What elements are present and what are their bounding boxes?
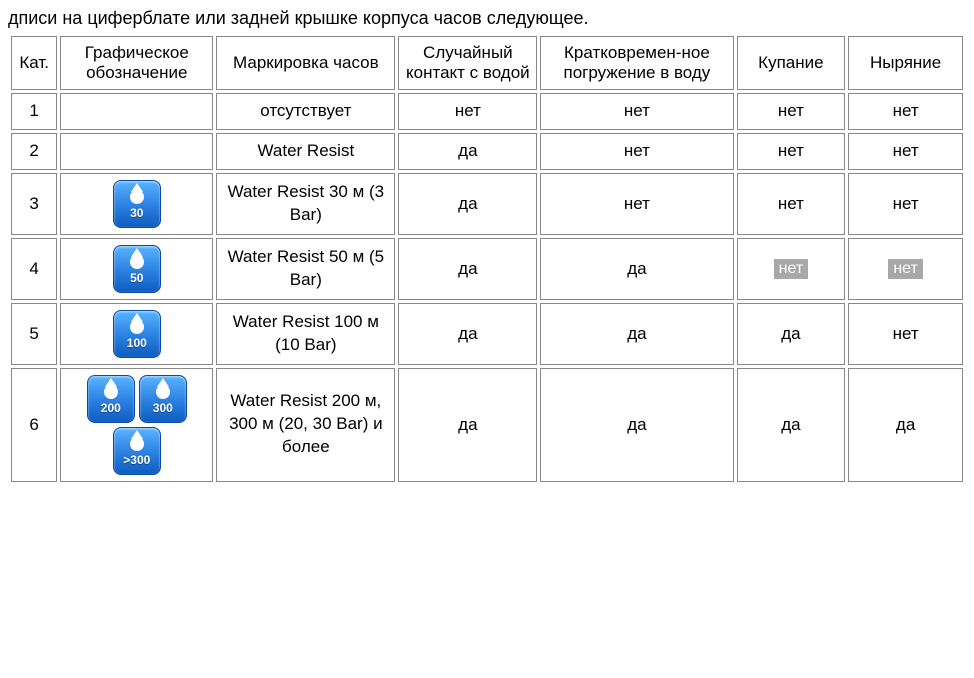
table-row: 6 200 300 >300 Water Resist 200 м, 300 м (20… — [11, 368, 963, 482]
cell-marking: Water Resist — [216, 133, 395, 170]
cell-c2: нет — [540, 173, 733, 235]
cell-category: 2 — [11, 133, 57, 170]
cell-c4: нет — [848, 238, 963, 300]
cell-graphic: 200 300 >300 — [60, 368, 213, 482]
drop-icon — [130, 320, 144, 334]
cell-marking: отсутствует — [216, 93, 395, 130]
cell-c2: нет — [540, 93, 733, 130]
cell-c3: нет — [737, 173, 846, 235]
highlighted-value: нет — [774, 259, 809, 279]
col-header-marking: Маркировка часов — [216, 36, 395, 90]
cell-c3: да — [737, 303, 846, 365]
cell-category: 3 — [11, 173, 57, 235]
table-row: 450Water Resist 50 м (5 Bar)даданетнет — [11, 238, 963, 300]
cell-c1: да — [398, 368, 537, 482]
page-caption: дписи на циферблате или задней крышке ко… — [8, 8, 966, 29]
cell-c1: да — [398, 303, 537, 365]
cell-graphic: 30 — [60, 173, 213, 235]
water-drop-icon: 50 — [113, 245, 161, 293]
col-header-category: Кат. — [11, 36, 57, 90]
cell-c1: да — [398, 238, 537, 300]
cell-c4: нет — [848, 173, 963, 235]
water-drop-icon: 100 — [113, 310, 161, 358]
col-header-diving: Ныряние — [848, 36, 963, 90]
badge-number: 300 — [153, 402, 173, 414]
table-header-row: Кат. Графическое обозначение Маркировка … — [11, 36, 963, 90]
cell-c3: нет — [737, 133, 846, 170]
cell-c4: нет — [848, 93, 963, 130]
water-drop-icon: 30 — [113, 180, 161, 228]
badge-number: 30 — [130, 207, 143, 219]
drop-icon — [130, 437, 144, 451]
table-row: 5100Water Resist 100 м (10 Bar)дададанет — [11, 303, 963, 365]
cell-c3: нет — [737, 238, 846, 300]
cell-category: 4 — [11, 238, 57, 300]
cell-c3: да — [737, 368, 846, 482]
cell-c2: нет — [540, 133, 733, 170]
col-header-swimming: Купание — [737, 36, 846, 90]
cell-graphic: 50 — [60, 238, 213, 300]
col-header-contact: Случайный контакт с водой — [398, 36, 537, 90]
water-resistance-table: Кат. Графическое обозначение Маркировка … — [8, 33, 966, 485]
drop-icon — [130, 190, 144, 204]
cell-marking: Water Resist 200 м, 300 м (20, 30 Bar) и… — [216, 368, 395, 482]
badge-number: 200 — [101, 402, 121, 414]
cell-category: 5 — [11, 303, 57, 365]
table-row: 1отсутствуетнетнетнетнет — [11, 93, 963, 130]
drop-icon — [156, 385, 170, 399]
water-drop-icon: 300 — [139, 375, 187, 423]
badge-number: 100 — [127, 337, 147, 349]
drop-icon — [130, 255, 144, 269]
cell-graphic — [60, 93, 213, 130]
cell-marking: Water Resist 100 м (10 Bar) — [216, 303, 395, 365]
cell-c4: нет — [848, 133, 963, 170]
badge-number: 50 — [130, 272, 143, 284]
cell-graphic: 100 — [60, 303, 213, 365]
cell-c2: да — [540, 368, 733, 482]
table-row: 330Water Resist 30 м (3 Bar)данетнетнет — [11, 173, 963, 235]
water-drop-icon: 200 — [87, 375, 135, 423]
cell-c4: да — [848, 368, 963, 482]
highlighted-value: нет — [888, 259, 923, 279]
cell-c2: да — [540, 303, 733, 365]
table-row: 2Water Resistданетнетнет — [11, 133, 963, 170]
cell-c4: нет — [848, 303, 963, 365]
water-drop-icon: >300 — [113, 427, 161, 475]
col-header-immersion: Кратковремен-ное погружение в воду — [540, 36, 733, 90]
cell-category: 1 — [11, 93, 57, 130]
cell-c1: да — [398, 173, 537, 235]
badge-number: >300 — [123, 454, 150, 466]
cell-marking: Water Resist 50 м (5 Bar) — [216, 238, 395, 300]
cell-graphic — [60, 133, 213, 170]
cell-c1: нет — [398, 93, 537, 130]
cell-category: 6 — [11, 368, 57, 482]
cell-c2: да — [540, 238, 733, 300]
drop-icon — [104, 385, 118, 399]
cell-c3: нет — [737, 93, 846, 130]
cell-c1: да — [398, 133, 537, 170]
col-header-graphic: Графическое обозначение — [60, 36, 213, 90]
cell-marking: Water Resist 30 м (3 Bar) — [216, 173, 395, 235]
